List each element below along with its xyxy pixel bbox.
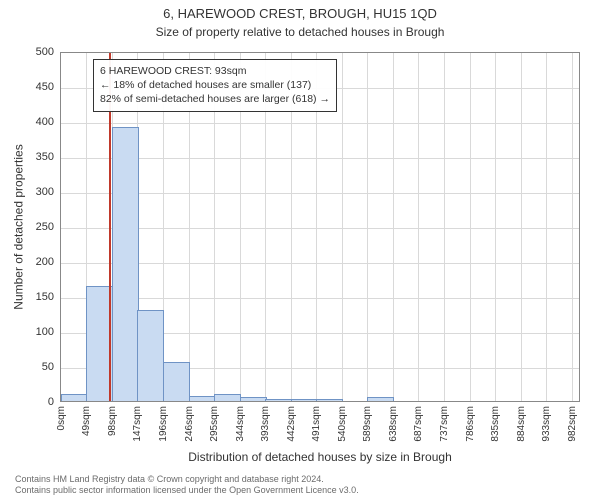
y-tick-label: 300 [36,186,60,198]
x-tick-label: 295sqm [209,406,220,442]
x-tick-label: 98sqm [107,406,118,436]
histogram-bar [189,396,216,401]
y-tick-label: 450 [36,81,60,93]
histogram-bar [61,394,88,401]
y-axis-label-text: Number of detached properties [12,144,26,309]
gridline-v [470,53,471,401]
gridline-h [61,123,579,124]
x-tick-label: 0sqm [56,406,67,430]
y-tick-label: 350 [36,151,60,163]
x-tick-label: 687sqm [413,406,424,442]
y-tick-label: 400 [36,116,60,128]
y-axis-label: Number of detached properties [12,52,26,402]
gridline-v [495,53,496,401]
chart-subtitle: Size of property relative to detached ho… [0,23,600,39]
annotation-line-3: 82% of semi-detached houses are larger (… [100,92,330,106]
x-tick-label: 540sqm [337,406,348,442]
x-tick-label: 246sqm [184,406,195,442]
chart-title: 6, HAREWOOD CREST, BROUGH, HU15 1QD [0,0,600,23]
x-axis-label: Distribution of detached houses by size … [60,450,580,464]
footer-line-1: Contains HM Land Registry data © Crown c… [15,474,359,485]
gridline-v [418,53,419,401]
x-tick-label: 196sqm [158,406,169,442]
histogram-bar [214,394,241,401]
y-tick-label: 50 [42,361,60,373]
gridline-v [393,53,394,401]
gridline-v [342,53,343,401]
histogram-bar [291,399,318,401]
x-tick-label: 344sqm [235,406,246,442]
histogram-bar [265,399,292,401]
x-tick-label: 638sqm [388,406,399,442]
y-tick-label: 200 [36,256,60,268]
footer-line-2: Contains public sector information licen… [15,485,359,496]
annotation-box: 6 HAREWOOD CREST: 93sqm← 18% of detached… [93,59,337,112]
y-tick-label: 500 [36,46,60,58]
chart-container: 6, HAREWOOD CREST, BROUGH, HU15 1QD Size… [0,0,600,500]
histogram-bar [137,310,164,401]
gridline-v [572,53,573,401]
x-tick-label: 884sqm [516,406,527,442]
histogram-bar [367,397,394,401]
x-tick-label: 786sqm [465,406,476,442]
x-tick-label: 49sqm [81,406,92,436]
x-tick-label: 393sqm [260,406,271,442]
x-tick-label: 982sqm [567,406,578,442]
gridline-v [546,53,547,401]
histogram-bar [240,397,267,401]
histogram-bar [316,399,343,401]
x-tick-label: 737sqm [439,406,450,442]
x-tick-label: 933sqm [541,406,552,442]
footer-attribution: Contains HM Land Registry data © Crown c… [15,474,359,497]
x-tick-label: 835sqm [490,406,501,442]
x-tick-label: 442sqm [286,406,297,442]
x-tick-label: 491sqm [311,406,322,442]
histogram-bar [163,362,190,402]
gridline-v [367,53,368,401]
x-tick-label: 589sqm [362,406,373,442]
annotation-line-2: ← 18% of detached houses are smaller (13… [100,78,330,92]
x-tick-label: 147sqm [132,406,143,442]
plot-area: 6 HAREWOOD CREST: 93sqm← 18% of detached… [60,52,580,402]
gridline-v [444,53,445,401]
annotation-line-1: 6 HAREWOOD CREST: 93sqm [100,64,330,78]
y-tick-label: 100 [36,326,60,338]
y-tick-label: 150 [36,291,60,303]
plot-area-wrap: 6 HAREWOOD CREST: 93sqm← 18% of detached… [60,52,580,402]
histogram-bar [112,127,139,401]
gridline-v [521,53,522,401]
y-tick-label: 250 [36,221,60,233]
